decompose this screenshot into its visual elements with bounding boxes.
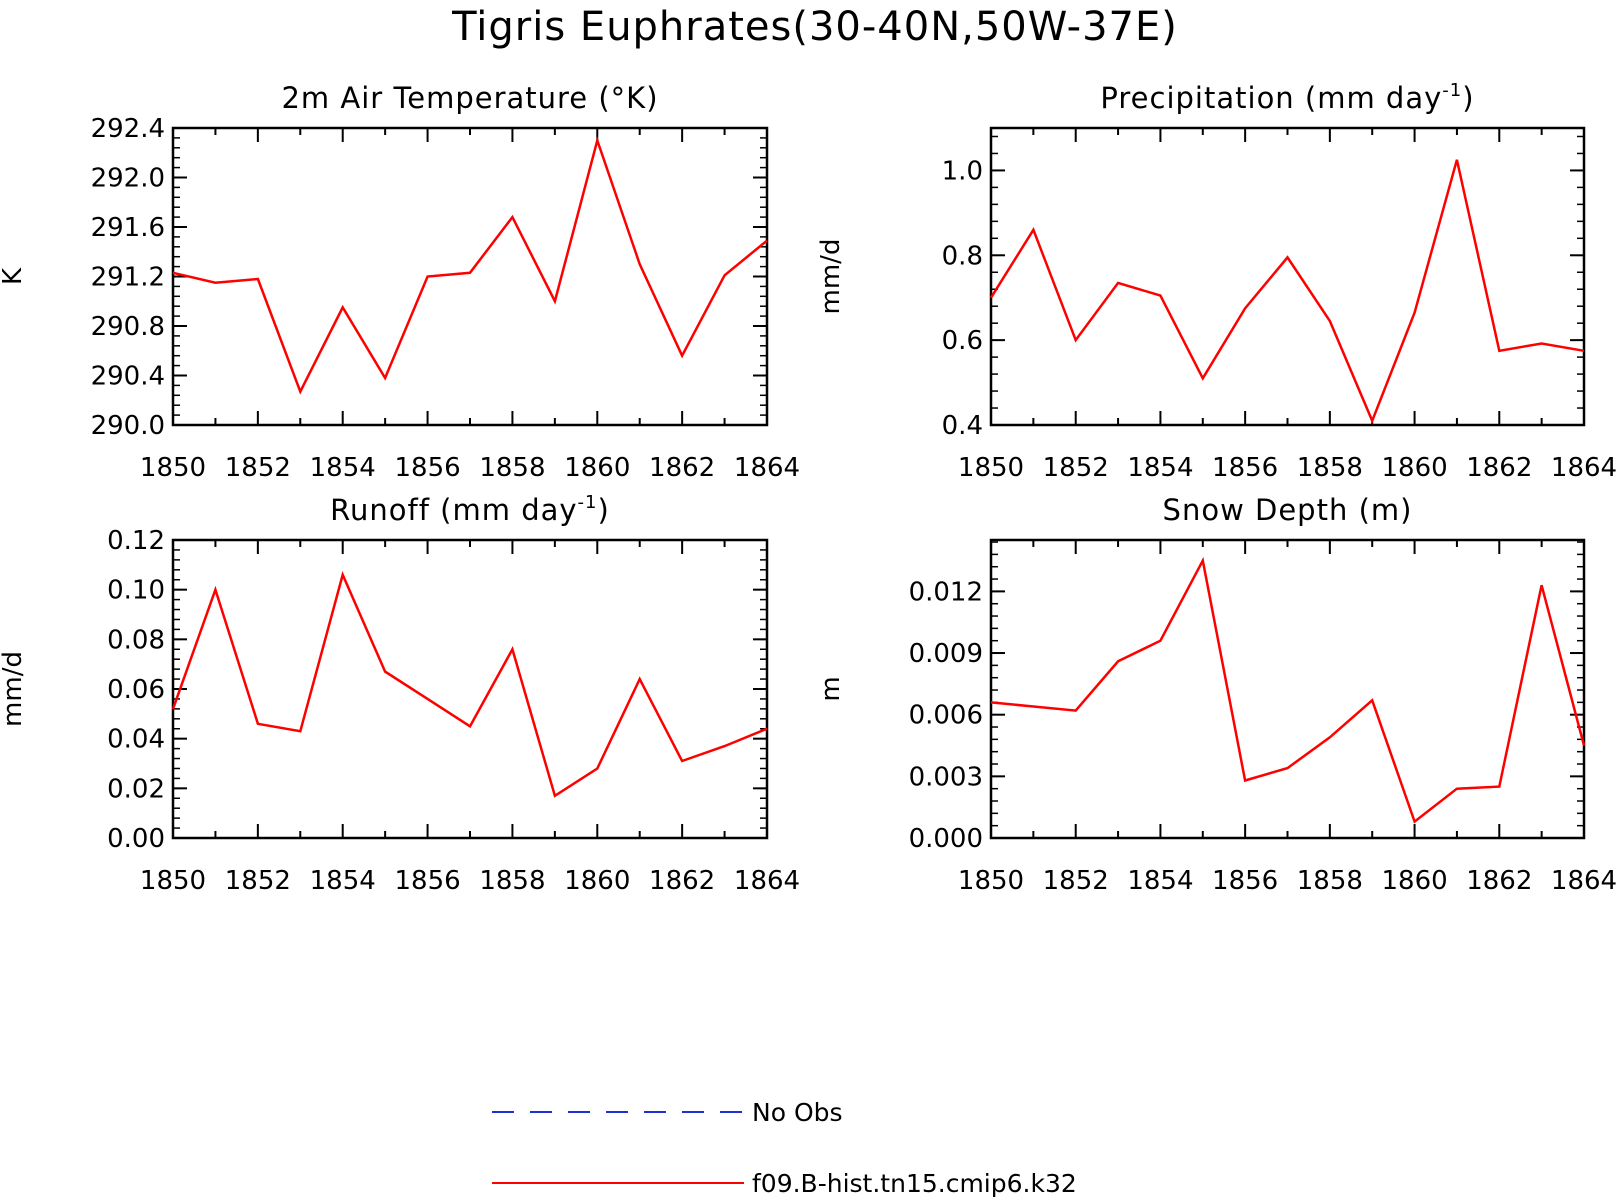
x-tick-label: 1850 xyxy=(140,866,206,896)
x-tick-label: 1852 xyxy=(225,866,291,896)
x-tick-label: 1858 xyxy=(1297,453,1363,483)
x-tick-label: 1850 xyxy=(140,453,206,483)
x-tick-label: 1858 xyxy=(479,453,545,483)
y-tick-label: 0.00 xyxy=(107,824,165,854)
x-tick-label: 1856 xyxy=(394,453,460,483)
y-axis-label: mm/d xyxy=(816,239,846,315)
y-tick-label: 290.8 xyxy=(91,312,165,342)
x-tick-label: 1852 xyxy=(1043,453,1109,483)
y-tick-label: 0.6 xyxy=(942,326,983,356)
panels: 2m Air Temperature (°K) K 1850 1852 1854 1856… xyxy=(0,80,1617,896)
y-tick-label: 0.000 xyxy=(909,824,983,854)
chart-panel-1: Precipitation (mm day-1) mm/d 1850 1852 1854… xyxy=(816,80,1617,483)
x-tick-label: 1850 xyxy=(958,866,1024,896)
x-tick-label: 1852 xyxy=(225,453,291,483)
legend-label-model: f09.B-hist.tn15.cmip6.k32 xyxy=(752,1169,1077,1198)
x-tick-label: 1854 xyxy=(1127,453,1193,483)
plot-frame xyxy=(171,126,769,427)
x-tick-label: 1862 xyxy=(1466,453,1532,483)
x-tick-label: 1860 xyxy=(564,453,630,483)
y-tick-label: 0.12 xyxy=(107,526,165,556)
y-tick-label: 291.2 xyxy=(91,263,165,293)
y-axis-label: m xyxy=(816,676,846,701)
x-tick-label: 1860 xyxy=(564,866,630,896)
y-tick-label: 0.009 xyxy=(909,639,983,669)
y-tick-label: 0.4 xyxy=(942,411,983,441)
panel-title: Snow Depth (m) xyxy=(1163,493,1413,527)
x-tick-label: 1858 xyxy=(1297,866,1363,896)
x-tick-label: 1862 xyxy=(1466,866,1532,896)
panel-title: Runoff (mm day-1) xyxy=(330,492,610,527)
y-tick-label: 0.08 xyxy=(107,625,165,655)
chart-panel-0: 2m Air Temperature (°K) K 1850 1852 1854 1856… xyxy=(0,81,800,483)
y-axis-label: K xyxy=(0,267,28,285)
x-tick-label: 1858 xyxy=(479,866,545,896)
x-tick-label: 1856 xyxy=(1212,453,1278,483)
series-line xyxy=(990,556,1586,824)
y-tick-label: 0.8 xyxy=(942,241,983,271)
x-tick-label: 1854 xyxy=(310,453,376,483)
x-tick-label: 1862 xyxy=(649,453,715,483)
y-axis-label: mm/d xyxy=(0,651,28,727)
x-tick-label: 1856 xyxy=(1212,866,1278,896)
y-tick-label: 0.02 xyxy=(107,774,165,804)
chart-panel-2: Runoff (mm day-1) mm/d 1850 1852 1854 1856 185… xyxy=(0,492,800,896)
x-tick-label: 1864 xyxy=(734,453,800,483)
y-tick-label: 0.10 xyxy=(107,576,165,606)
plot-frame xyxy=(989,126,1586,427)
y-tick-label: 290.0 xyxy=(91,411,165,441)
plot-frame xyxy=(171,538,769,840)
x-tick-label: 1854 xyxy=(310,866,376,896)
y-tick-label: 292.4 xyxy=(91,114,165,144)
series-line xyxy=(989,159,1585,425)
panel-title: Precipitation (mm day-1) xyxy=(1100,80,1474,115)
series-line xyxy=(171,571,768,798)
x-tick-label: 1856 xyxy=(394,866,460,896)
y-tick-label: 0.06 xyxy=(107,675,165,705)
y-tick-label: 0.003 xyxy=(909,762,983,792)
legend-label-no-obs: No Obs xyxy=(752,1098,843,1127)
x-tick-label: 1860 xyxy=(1381,866,1447,896)
y-tick-label: 1.0 xyxy=(942,156,983,186)
chart-panel-3: Snow Depth (m) m 1850 1852 1854 1856 1858 1860 1… xyxy=(816,493,1617,896)
panel-title: 2m Air Temperature (°K) xyxy=(281,81,658,115)
figure-title: Tigris Euphrates(30-40N,50W-37E) xyxy=(451,4,1178,50)
y-tick-label: 0.012 xyxy=(909,577,983,607)
x-tick-label: 1864 xyxy=(1551,453,1617,483)
x-tick-label: 1852 xyxy=(1043,866,1109,896)
plot-frame xyxy=(989,538,1586,840)
x-tick-label: 1854 xyxy=(1127,866,1193,896)
y-tick-label: 291.6 xyxy=(91,213,165,243)
x-tick-label: 1862 xyxy=(649,866,715,896)
x-tick-label: 1864 xyxy=(734,866,800,896)
y-tick-label: 290.4 xyxy=(91,362,165,392)
x-tick-label: 1864 xyxy=(1551,866,1617,896)
legend: No Obs f09.B-hist.tn15.cmip6.k32 xyxy=(492,1098,1077,1198)
x-tick-label: 1860 xyxy=(1381,453,1447,483)
y-tick-label: 0.006 xyxy=(909,701,983,731)
y-tick-label: 0.04 xyxy=(107,725,165,755)
x-tick-label: 1850 xyxy=(958,453,1024,483)
y-tick-label: 292.0 xyxy=(91,164,165,194)
series-line xyxy=(172,136,768,395)
